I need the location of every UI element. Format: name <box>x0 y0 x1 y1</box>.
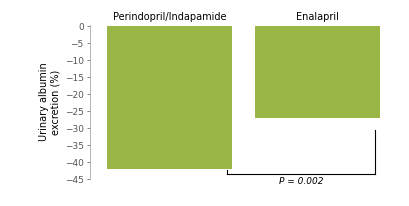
Text: P = 0.002: P = 0.002 <box>279 177 324 186</box>
Y-axis label: Urinary albumin
excretion (%): Urinary albumin excretion (%) <box>39 63 61 141</box>
Bar <box>107 26 232 169</box>
Bar <box>255 26 380 118</box>
